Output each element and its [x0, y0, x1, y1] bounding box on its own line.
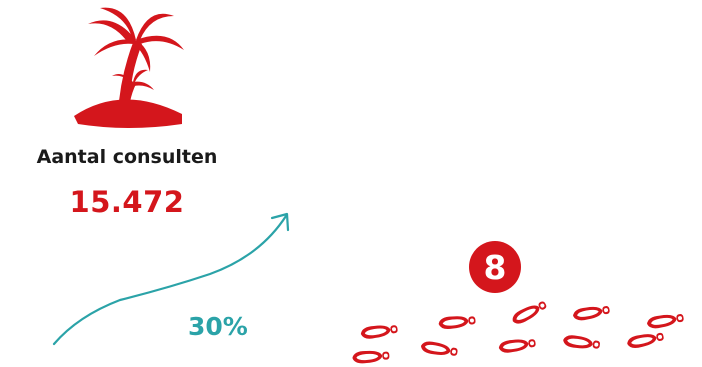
steps-badge: 8	[469, 241, 521, 293]
growth-percent: 30%	[188, 312, 248, 341]
palm-island-icon	[74, 7, 184, 128]
footprints-icon	[351, 298, 685, 365]
stat-value: 15.472	[69, 185, 185, 219]
trend-arrow-icon	[52, 212, 290, 346]
stat-label: Aantal consulten	[36, 146, 218, 168]
